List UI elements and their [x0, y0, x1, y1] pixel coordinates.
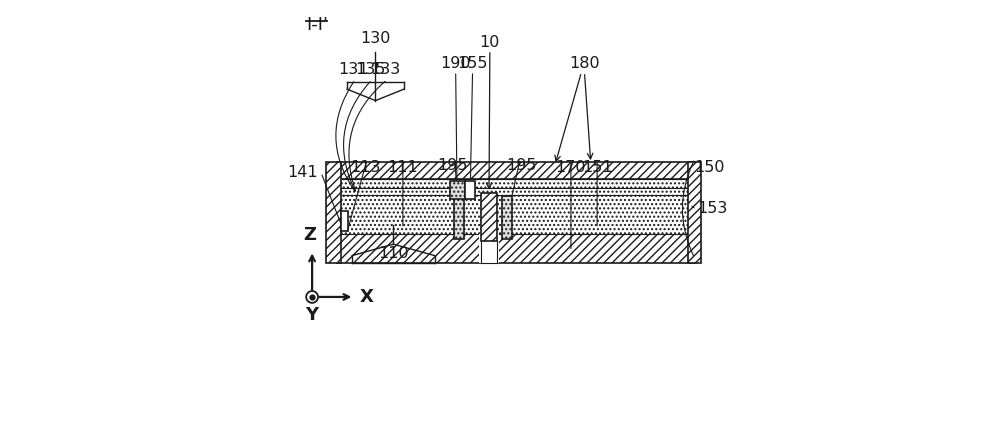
Text: 10: 10 — [480, 35, 500, 50]
Text: 133: 133 — [370, 62, 400, 77]
Text: X: X — [359, 288, 373, 306]
Text: 195: 195 — [507, 159, 537, 173]
Bar — [326, 162, 341, 263]
Text: 141: 141 — [287, 165, 318, 180]
Text: 150: 150 — [694, 160, 725, 175]
Text: Z: Z — [304, 226, 316, 244]
Text: Y: Y — [306, 306, 319, 324]
Bar — [481, 193, 497, 241]
Text: 195: 195 — [437, 159, 468, 173]
Text: 110: 110 — [378, 246, 409, 261]
Bar — [465, 181, 475, 198]
Text: 153: 153 — [698, 201, 728, 216]
Text: 130: 130 — [360, 31, 391, 46]
Bar — [479, 234, 499, 263]
Bar — [450, 181, 465, 198]
Text: 151: 151 — [582, 160, 612, 175]
Bar — [341, 211, 348, 232]
Bar — [337, 234, 695, 263]
Text: 111: 111 — [388, 160, 418, 175]
Circle shape — [306, 291, 318, 303]
Bar — [688, 162, 701, 263]
Text: 135: 135 — [355, 62, 385, 77]
Text: 180: 180 — [569, 56, 600, 71]
Bar — [337, 179, 695, 234]
Bar — [337, 162, 695, 179]
Text: 131: 131 — [338, 62, 368, 77]
Bar — [454, 196, 464, 239]
Text: 170: 170 — [556, 160, 586, 175]
Text: 190: 190 — [440, 56, 471, 71]
Text: I-I': I-I' — [306, 16, 328, 34]
Bar — [502, 196, 512, 239]
Text: 113: 113 — [350, 160, 381, 175]
Text: 155: 155 — [457, 56, 488, 71]
